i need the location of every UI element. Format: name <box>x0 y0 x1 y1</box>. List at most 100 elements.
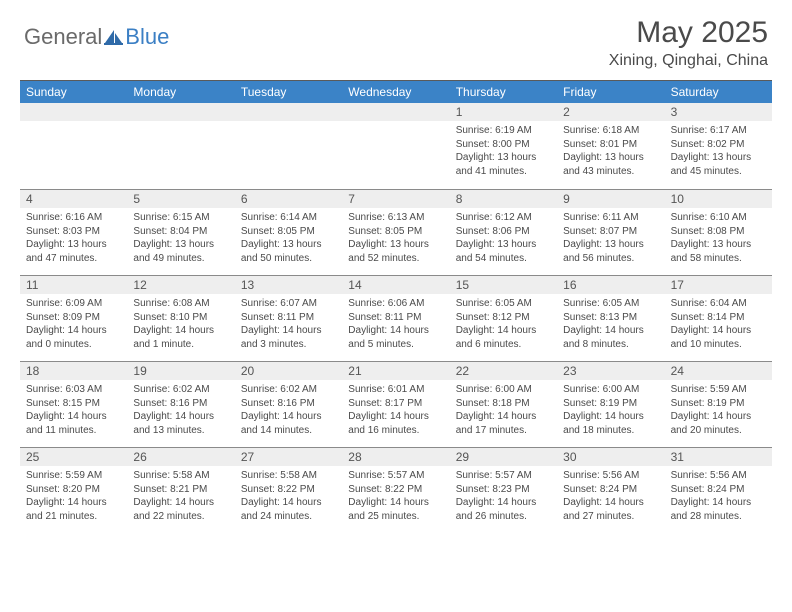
daylight-text-1: Daylight: 14 hours <box>563 324 658 338</box>
sunrise-text: Sunrise: 6:07 AM <box>241 297 336 311</box>
sunrise-text: Sunrise: 6:00 AM <box>456 383 551 397</box>
day-number: 29 <box>450 448 557 466</box>
daylight-text-2: and 56 minutes. <box>563 252 658 266</box>
daylight-text-1: Daylight: 14 hours <box>133 410 228 424</box>
sunrise-text: Sunrise: 6:02 AM <box>241 383 336 397</box>
sunrise-text: Sunrise: 6:14 AM <box>241 211 336 225</box>
calendar-cell: 30Sunrise: 5:56 AMSunset: 8:24 PMDayligh… <box>557 447 664 533</box>
dayname-monday: Monday <box>127 81 234 103</box>
daylight-text-2: and 20 minutes. <box>671 424 766 438</box>
sunrise-text: Sunrise: 6:11 AM <box>563 211 658 225</box>
sunrise-text: Sunrise: 5:56 AM <box>563 469 658 483</box>
daylight-text-2: and 21 minutes. <box>26 510 121 524</box>
daylight-text-2: and 58 minutes. <box>671 252 766 266</box>
day-info: Sunrise: 5:56 AMSunset: 8:24 PMDaylight:… <box>665 466 772 527</box>
day-number: 17 <box>665 276 772 294</box>
day-number: 13 <box>235 276 342 294</box>
sunset-text: Sunset: 8:02 PM <box>671 138 766 152</box>
calendar-grid: 1Sunrise: 6:19 AMSunset: 8:00 PMDaylight… <box>20 103 772 533</box>
day-number: 5 <box>127 190 234 208</box>
daylight-text-1: Daylight: 13 hours <box>671 238 766 252</box>
logo-text-1: General <box>24 24 102 50</box>
daylight-text-2: and 8 minutes. <box>563 338 658 352</box>
day-info: Sunrise: 5:57 AMSunset: 8:22 PMDaylight:… <box>342 466 449 527</box>
calendar-cell: 26Sunrise: 5:58 AMSunset: 8:21 PMDayligh… <box>127 447 234 533</box>
sunset-text: Sunset: 8:20 PM <box>26 483 121 497</box>
day-info: Sunrise: 6:02 AMSunset: 8:16 PMDaylight:… <box>127 380 234 441</box>
calendar-cell: 3Sunrise: 6:17 AMSunset: 8:02 PMDaylight… <box>665 103 772 189</box>
calendar-cell: 7Sunrise: 6:13 AMSunset: 8:05 PMDaylight… <box>342 189 449 275</box>
calendar-cell: 21Sunrise: 6:01 AMSunset: 8:17 PMDayligh… <box>342 361 449 447</box>
calendar-cell: 27Sunrise: 5:58 AMSunset: 8:22 PMDayligh… <box>235 447 342 533</box>
day-number: 18 <box>20 362 127 380</box>
daylight-text-2: and 24 minutes. <box>241 510 336 524</box>
daylight-text-1: Daylight: 14 hours <box>563 410 658 424</box>
sunrise-text: Sunrise: 6:03 AM <box>26 383 121 397</box>
calendar-cell: 18Sunrise: 6:03 AMSunset: 8:15 PMDayligh… <box>20 361 127 447</box>
calendar-cell: 13Sunrise: 6:07 AMSunset: 8:11 PMDayligh… <box>235 275 342 361</box>
daylight-text-2: and 52 minutes. <box>348 252 443 266</box>
day-info: Sunrise: 6:07 AMSunset: 8:11 PMDaylight:… <box>235 294 342 355</box>
daylight-text-2: and 17 minutes. <box>456 424 551 438</box>
sunset-text: Sunset: 8:19 PM <box>563 397 658 411</box>
daylight-text-1: Daylight: 14 hours <box>671 324 766 338</box>
title-block: May 2025 Xining, Qinghai, China <box>609 16 768 70</box>
day-info: Sunrise: 6:12 AMSunset: 8:06 PMDaylight:… <box>450 208 557 269</box>
day-info: Sunrise: 6:09 AMSunset: 8:09 PMDaylight:… <box>20 294 127 355</box>
daylight-text-2: and 6 minutes. <box>456 338 551 352</box>
day-number: 10 <box>665 190 772 208</box>
sunset-text: Sunset: 8:07 PM <box>563 225 658 239</box>
logo-sail-icon <box>104 28 124 46</box>
sunrise-text: Sunrise: 5:56 AM <box>671 469 766 483</box>
calendar-cell: 17Sunrise: 6:04 AMSunset: 8:14 PMDayligh… <box>665 275 772 361</box>
calendar-cell: 12Sunrise: 6:08 AMSunset: 8:10 PMDayligh… <box>127 275 234 361</box>
sunset-text: Sunset: 8:22 PM <box>241 483 336 497</box>
day-info: Sunrise: 6:00 AMSunset: 8:19 PMDaylight:… <box>557 380 664 441</box>
day-number: 19 <box>127 362 234 380</box>
daylight-text-1: Daylight: 13 hours <box>671 151 766 165</box>
calendar-cell: 2Sunrise: 6:18 AMSunset: 8:01 PMDaylight… <box>557 103 664 189</box>
day-info: Sunrise: 6:01 AMSunset: 8:17 PMDaylight:… <box>342 380 449 441</box>
sunrise-text: Sunrise: 6:17 AM <box>671 124 766 138</box>
calendar-cell <box>235 103 342 189</box>
daylight-text-1: Daylight: 13 hours <box>456 238 551 252</box>
day-number <box>342 103 449 121</box>
sunrise-text: Sunrise: 6:06 AM <box>348 297 443 311</box>
daylight-text-1: Daylight: 14 hours <box>456 324 551 338</box>
sunset-text: Sunset: 8:19 PM <box>671 397 766 411</box>
day-number: 30 <box>557 448 664 466</box>
day-info: Sunrise: 5:57 AMSunset: 8:23 PMDaylight:… <box>450 466 557 527</box>
sunrise-text: Sunrise: 6:04 AM <box>671 297 766 311</box>
daylight-text-2: and 16 minutes. <box>348 424 443 438</box>
day-info: Sunrise: 5:58 AMSunset: 8:21 PMDaylight:… <box>127 466 234 527</box>
sunset-text: Sunset: 8:00 PM <box>456 138 551 152</box>
calendar-cell: 23Sunrise: 6:00 AMSunset: 8:19 PMDayligh… <box>557 361 664 447</box>
sunrise-text: Sunrise: 6:19 AM <box>456 124 551 138</box>
sunset-text: Sunset: 8:22 PM <box>348 483 443 497</box>
daylight-text-2: and 28 minutes. <box>671 510 766 524</box>
calendar-cell: 14Sunrise: 6:06 AMSunset: 8:11 PMDayligh… <box>342 275 449 361</box>
day-info: Sunrise: 6:05 AMSunset: 8:12 PMDaylight:… <box>450 294 557 355</box>
calendar-cell: 15Sunrise: 6:05 AMSunset: 8:12 PMDayligh… <box>450 275 557 361</box>
day-info: Sunrise: 6:15 AMSunset: 8:04 PMDaylight:… <box>127 208 234 269</box>
daylight-text-1: Daylight: 14 hours <box>563 496 658 510</box>
sunset-text: Sunset: 8:05 PM <box>348 225 443 239</box>
sunset-text: Sunset: 8:16 PM <box>241 397 336 411</box>
daylight-text-2: and 3 minutes. <box>241 338 336 352</box>
daylight-text-2: and 14 minutes. <box>241 424 336 438</box>
daylight-text-2: and 54 minutes. <box>456 252 551 266</box>
calendar: Sunday Monday Tuesday Wednesday Thursday… <box>20 80 772 533</box>
day-info: Sunrise: 6:14 AMSunset: 8:05 PMDaylight:… <box>235 208 342 269</box>
daylight-text-1: Daylight: 14 hours <box>26 324 121 338</box>
calendar-cell: 19Sunrise: 6:02 AMSunset: 8:16 PMDayligh… <box>127 361 234 447</box>
day-info: Sunrise: 6:17 AMSunset: 8:02 PMDaylight:… <box>665 121 772 182</box>
daylight-text-1: Daylight: 13 hours <box>133 238 228 252</box>
sunrise-text: Sunrise: 6:05 AM <box>563 297 658 311</box>
day-info: Sunrise: 6:04 AMSunset: 8:14 PMDaylight:… <box>665 294 772 355</box>
daylight-text-2: and 45 minutes. <box>671 165 766 179</box>
sunset-text: Sunset: 8:14 PM <box>671 311 766 325</box>
calendar-cell: 20Sunrise: 6:02 AMSunset: 8:16 PMDayligh… <box>235 361 342 447</box>
day-number: 8 <box>450 190 557 208</box>
dayname-tuesday: Tuesday <box>235 81 342 103</box>
day-info: Sunrise: 6:18 AMSunset: 8:01 PMDaylight:… <box>557 121 664 182</box>
